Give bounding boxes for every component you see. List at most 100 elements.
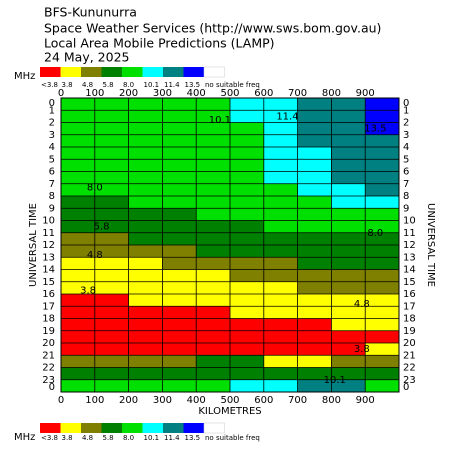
cell	[365, 343, 400, 356]
contour-label: 5.8	[94, 222, 110, 233]
x-tick-label: 700	[288, 88, 307, 99]
cell	[94, 171, 129, 185]
cell	[365, 379, 400, 393]
cell	[61, 330, 96, 344]
legend-label: no suitable freq	[205, 81, 260, 89]
y-tick-label: 5	[403, 154, 409, 165]
legend-label: 13.5	[185, 81, 201, 89]
cell	[331, 134, 366, 148]
cell	[61, 183, 96, 197]
x-tick-label: 400	[187, 395, 206, 406]
cell	[365, 134, 400, 148]
cell	[331, 159, 366, 172]
y-tick-label: 8	[49, 191, 55, 202]
y-tick-label: 6	[403, 167, 409, 178]
cell	[365, 183, 400, 197]
cell	[61, 281, 96, 295]
cell	[365, 245, 400, 258]
y-tick-label: 22	[403, 363, 416, 374]
y-tick-label: 10	[403, 216, 416, 227]
cell	[196, 330, 231, 344]
cell	[297, 245, 332, 258]
cell	[196, 318, 231, 332]
x-tick-label: 400	[187, 88, 206, 99]
x-tick-label: 100	[85, 88, 104, 99]
legend-swatch	[60, 423, 81, 433]
cell	[365, 306, 400, 319]
cell	[331, 367, 366, 381]
cell	[263, 245, 298, 258]
cell	[263, 330, 298, 344]
legend-swatch	[81, 423, 102, 433]
cell	[61, 379, 96, 393]
cell	[162, 269, 197, 283]
y-tick-label: 15	[42, 277, 55, 288]
cell	[162, 110, 197, 123]
legend-label: 5.8	[103, 434, 114, 442]
cell	[196, 134, 231, 148]
cell	[365, 318, 400, 332]
cell	[230, 355, 265, 368]
cell	[331, 196, 366, 209]
contour-label: 3.8	[80, 285, 96, 296]
cell	[94, 208, 129, 221]
x-tick-label: 700	[288, 395, 307, 406]
legend-label: <3.8	[41, 81, 58, 89]
cell	[162, 330, 197, 344]
cell	[162, 367, 197, 381]
cell	[128, 294, 163, 307]
cell	[128, 220, 163, 234]
cell	[162, 281, 197, 295]
cell	[162, 134, 197, 148]
cell	[297, 134, 332, 148]
cell	[331, 281, 366, 295]
y-tick-label: 22	[42, 363, 55, 374]
cell	[297, 355, 332, 368]
y-tick-label: 19	[403, 326, 416, 337]
cell	[94, 281, 129, 295]
cell	[331, 171, 366, 185]
cell	[61, 367, 96, 381]
y-tick-label: 18	[403, 314, 416, 325]
y-axis-label: UNIVERSAL TIME	[425, 203, 436, 287]
cell	[297, 367, 332, 381]
cell	[162, 183, 197, 197]
legend-swatch	[183, 67, 204, 77]
cell	[128, 171, 163, 185]
cell	[331, 330, 366, 344]
cell	[297, 318, 332, 332]
legend-swatch	[101, 423, 122, 433]
cell	[196, 183, 231, 197]
cell	[128, 367, 163, 381]
cell	[365, 171, 400, 185]
cell	[297, 110, 332, 123]
cell	[196, 355, 231, 368]
y-tick-label: 10	[42, 216, 55, 227]
cell	[94, 196, 129, 209]
x-tick-label: 200	[119, 395, 138, 406]
cell	[297, 98, 332, 111]
legend-label: 11.4	[164, 434, 180, 442]
cell	[94, 110, 129, 123]
cell	[230, 294, 265, 307]
y-tick-label: 17	[403, 301, 416, 312]
y-tick-label: 17	[42, 301, 55, 312]
cell	[365, 367, 400, 381]
legend-swatch	[163, 67, 184, 77]
cell	[128, 122, 163, 136]
cell	[196, 208, 231, 221]
cell	[61, 196, 96, 209]
y-tick-label: 21	[42, 350, 55, 361]
cell	[94, 343, 129, 356]
y-tick-label: 11	[42, 228, 55, 239]
cell	[331, 147, 366, 160]
cell	[263, 122, 298, 136]
cell	[128, 281, 163, 295]
y-tick-label: 23	[403, 375, 416, 386]
legend-label: 13.5	[185, 434, 201, 442]
cell	[297, 208, 332, 221]
cell	[196, 269, 231, 283]
contour-label: 10.1	[324, 375, 346, 386]
cell	[365, 330, 400, 344]
cell	[230, 159, 265, 172]
